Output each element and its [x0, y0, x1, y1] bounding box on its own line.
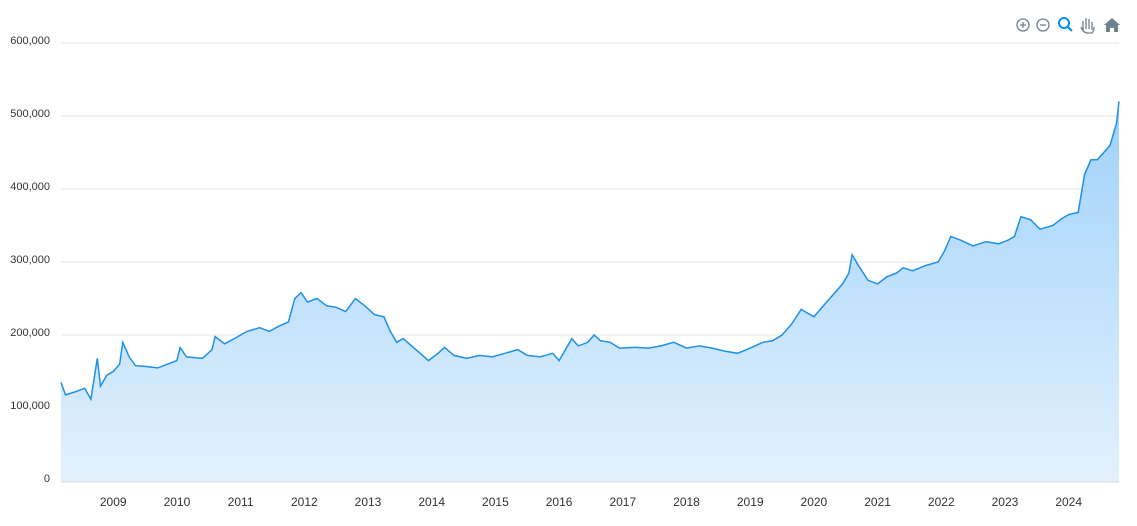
x-tick-label: 2024 [1055, 495, 1082, 509]
zoom-select-button[interactable] [1058, 17, 1073, 32]
area [61, 101, 1119, 482]
y-tick-label: 100,000 [10, 400, 50, 412]
y-tick-label: 500,000 [10, 108, 50, 120]
zoom-in-button[interactable] [1016, 18, 1030, 32]
y-tick-label: 200,000 [10, 327, 50, 339]
toolbar [1016, 17, 1120, 34]
x-tick-label: 2016 [546, 495, 573, 509]
y-tick-label: 600,000 [10, 35, 50, 47]
x-tick-label: 2014 [418, 495, 445, 509]
x-tick-label: 2015 [482, 495, 509, 509]
y-tick-label: 400,000 [10, 181, 50, 193]
x-tick-label: 2017 [609, 495, 636, 509]
x-tick-label: 2013 [355, 495, 382, 509]
x-tick-label: 2011 [228, 495, 254, 509]
reset-button[interactable] [1104, 18, 1120, 32]
x-tick-label: 2019 [737, 495, 764, 509]
x-tick-label: 2010 [164, 495, 191, 509]
x-tick-label: 2009 [100, 495, 127, 509]
x-tick-label: 2023 [992, 495, 1019, 509]
x-tick-label: 2018 [673, 495, 700, 509]
y-tick-label: 0 [44, 473, 50, 485]
x-tick-label: 2022 [928, 495, 955, 509]
pan-button[interactable] [1080, 18, 1095, 34]
line [60, 101, 1120, 402]
y-tick-label: 300,000 [10, 254, 50, 266]
zoom-out-button[interactable] [1036, 18, 1050, 32]
x-tick-label: 2012 [291, 495, 318, 509]
x-tick-label: 2020 [801, 495, 828, 509]
x-tick-label: 2021 [864, 495, 891, 509]
